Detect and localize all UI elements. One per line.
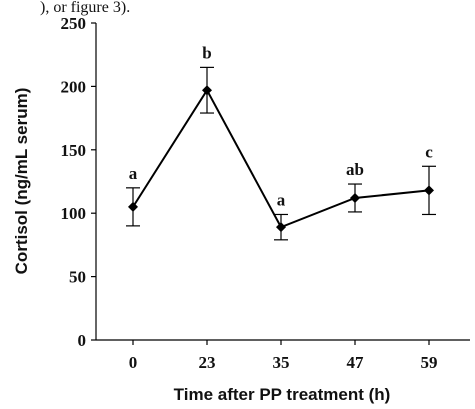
significance-label: ab <box>346 160 364 179</box>
y-ticks: 0 50 100 150 200 250 <box>61 14 96 350</box>
x-axis-title: Time after PP treatment (h) <box>174 385 391 404</box>
data-markers <box>128 85 434 233</box>
data-point-marker <box>424 185 434 196</box>
significance-label: c <box>425 142 433 161</box>
y-tick-label: 100 <box>61 204 87 223</box>
data-point-marker <box>350 192 360 203</box>
y-tick-label: 250 <box>61 14 87 33</box>
y-tick-label: 150 <box>61 141 87 160</box>
x-tick-label: 35 <box>273 353 290 372</box>
significance-label: b <box>202 43 211 62</box>
data-point-marker <box>128 201 138 212</box>
y-axis-title: Cortisol (ng/mL serum) <box>12 88 31 275</box>
x-tick-label: 0 <box>129 353 138 372</box>
x-tick-label: 23 <box>199 353 216 372</box>
y-tick-label: 200 <box>61 77 87 96</box>
header-fragment: ), or figure 3). <box>40 0 130 16</box>
significance-label: a <box>129 164 138 183</box>
y-tick-label: 0 <box>78 331 87 350</box>
data-point-marker <box>276 222 286 233</box>
x-tick-label: 59 <box>421 353 438 372</box>
data-point-marker <box>202 85 212 96</box>
y-tick-label: 50 <box>69 268 86 287</box>
x-tick-label: 47 <box>347 353 365 372</box>
x-ticks: 0 23 35 47 59 <box>129 340 438 372</box>
significance-label: a <box>277 190 286 209</box>
error-bars <box>126 66 436 241</box>
